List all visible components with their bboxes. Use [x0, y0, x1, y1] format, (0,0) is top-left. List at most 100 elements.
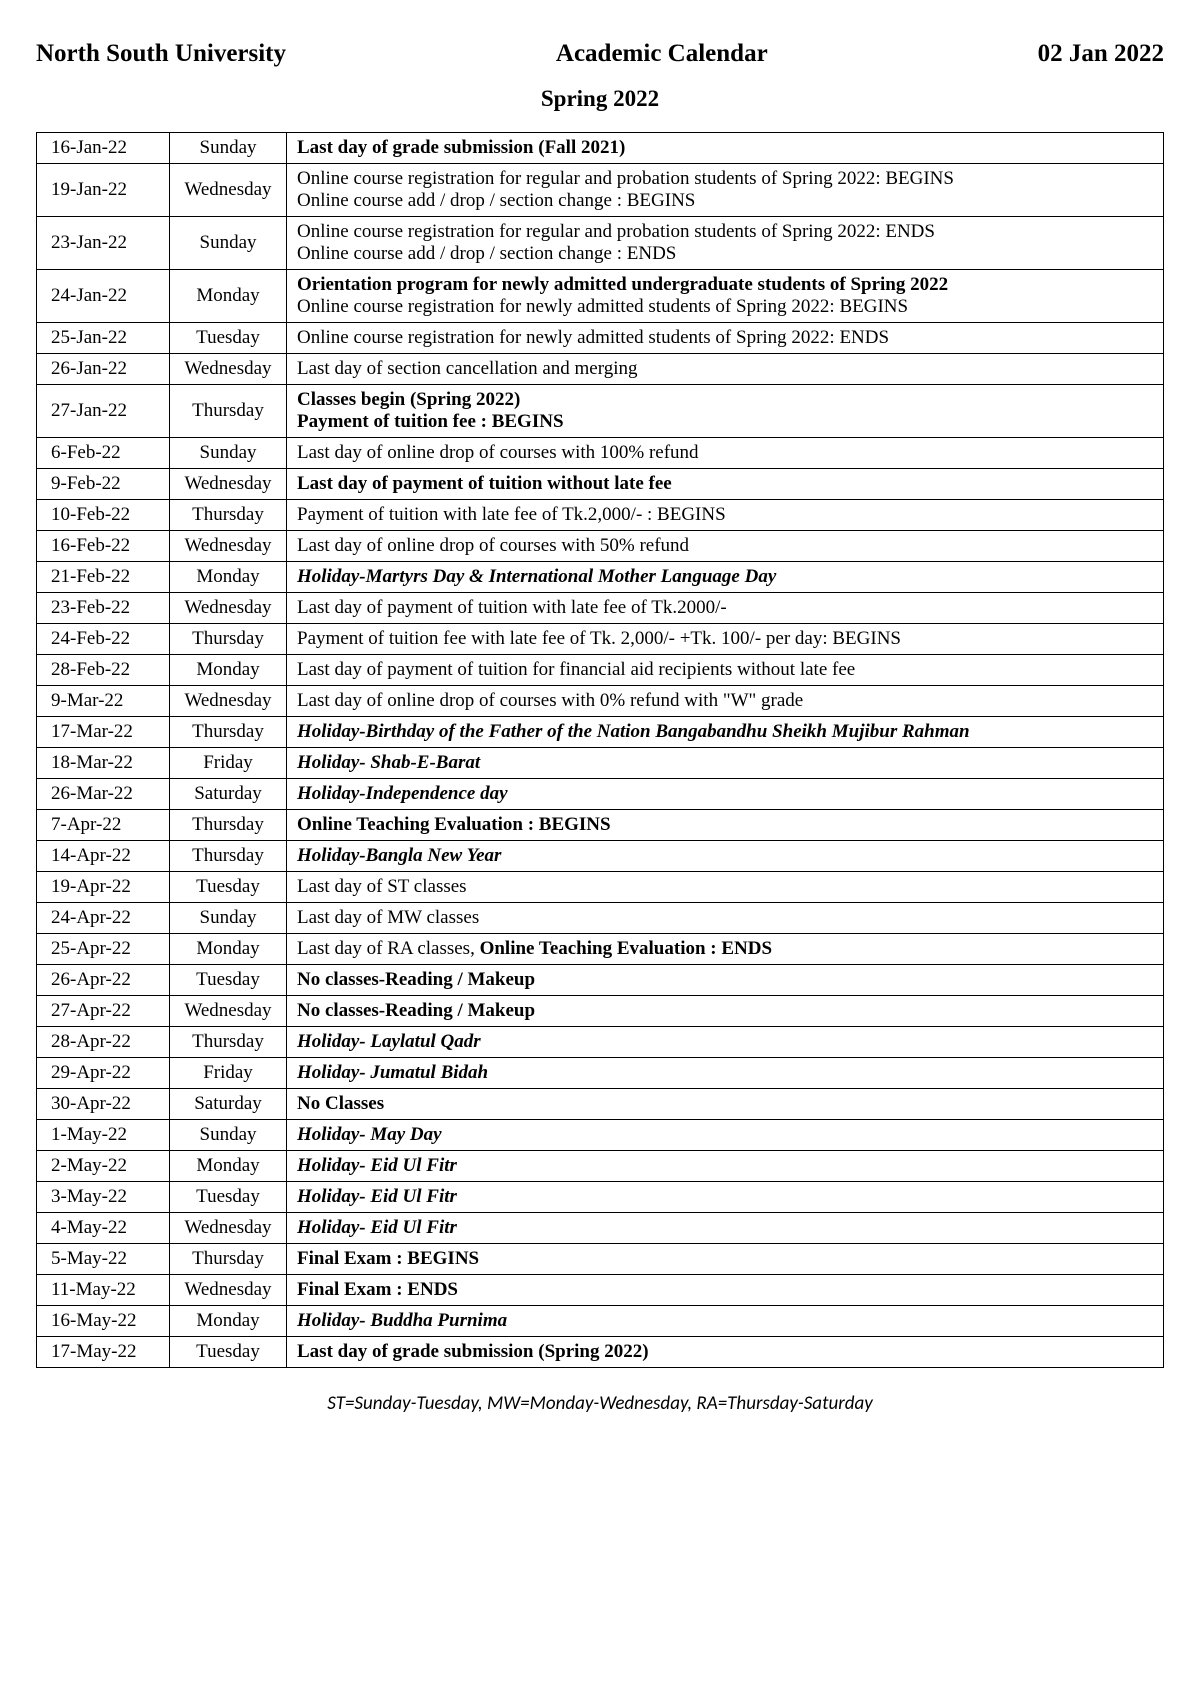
day-cell: Saturday — [170, 1089, 287, 1120]
date-cell: 23-Jan-22 — [37, 217, 170, 270]
description-cell: Last day of payment of tuition without l… — [287, 469, 1164, 500]
description-cell: Last day of MW classes — [287, 903, 1164, 934]
date-cell: 27-Apr-22 — [37, 996, 170, 1027]
description-cell: Holiday- Jumatul Bidah — [287, 1058, 1164, 1089]
description-text: Online course registration for regular a… — [297, 168, 954, 189]
table-row: 18-Mar-22FridayHoliday- Shab-E-Barat — [37, 748, 1164, 779]
date-cell: 19-Jan-22 — [37, 164, 170, 217]
day-cell: Monday — [170, 655, 287, 686]
description-cell: Payment of tuition with late fee of Tk.2… — [287, 500, 1164, 531]
date-cell: 24-Jan-22 — [37, 270, 170, 323]
day-cell: Sunday — [170, 133, 287, 164]
day-cell: Tuesday — [170, 323, 287, 354]
table-row: 11-May-22WednesdayFinal Exam : ENDS — [37, 1275, 1164, 1306]
table-row: 2-May-22MondayHoliday- Eid Ul Fitr — [37, 1151, 1164, 1182]
description-text: Classes begin (Spring 2022) — [297, 389, 520, 410]
description-text: Last day of payment of tuition for finan… — [297, 659, 855, 680]
day-cell: Friday — [170, 748, 287, 779]
description-cell: Holiday-Birthday of the Father of the Na… — [287, 717, 1164, 748]
description-text: Last day of MW classes — [297, 907, 479, 928]
semester-title: Spring 2022 — [36, 86, 1164, 112]
date-cell: 11-May-22 — [37, 1275, 170, 1306]
date-cell: 24-Apr-22 — [37, 903, 170, 934]
day-cell: Wednesday — [170, 164, 287, 217]
day-cell: Wednesday — [170, 996, 287, 1027]
date-cell: 17-May-22 — [37, 1337, 170, 1368]
description-cell: No classes-Reading / Makeup — [287, 965, 1164, 996]
table-row: 19-Jan-22Wednesday Online course registra… — [37, 164, 1164, 217]
description-cell: Online course registration for regular a… — [287, 217, 1164, 270]
table-row: 26-Jan-22Wednesday Last day of section c… — [37, 354, 1164, 385]
day-cell: Monday — [170, 270, 287, 323]
table-row: 24-Jan-22MondayOrientation program for n… — [37, 270, 1164, 323]
date-cell: 4-May-22 — [37, 1213, 170, 1244]
description-text: No Classes — [297, 1093, 384, 1114]
description-text: Holiday- Jumatul Bidah — [297, 1062, 488, 1083]
date-cell: 16-Feb-22 — [37, 531, 170, 562]
description-text: Online course add / drop / section chang… — [297, 190, 695, 211]
description-cell: Last day of RA classes, Online Teaching … — [287, 934, 1164, 965]
date-cell: 3-May-22 — [37, 1182, 170, 1213]
description-cell: Holiday-Martyrs Day & International Moth… — [287, 562, 1164, 593]
day-cell: Wednesday — [170, 469, 287, 500]
day-cell: Wednesday — [170, 1275, 287, 1306]
day-cell: Thursday — [170, 1244, 287, 1275]
description-cell: Holiday- Buddha Purnima — [287, 1306, 1164, 1337]
table-row: 23-Jan-22SundayOnline course registratio… — [37, 217, 1164, 270]
day-cell: Thursday — [170, 500, 287, 531]
description-text: Final Exam : BEGINS — [297, 1248, 479, 1269]
description-cell: Classes begin (Spring 2022)Payment of tu… — [287, 385, 1164, 438]
description-text: Payment of tuition fee : BEGINS — [297, 411, 564, 432]
description-cell: Holiday- Eid Ul Fitr — [287, 1151, 1164, 1182]
date-cell: 9-Feb-22 — [37, 469, 170, 500]
description-text: Holiday-Bangla New Year — [297, 845, 501, 866]
date-cell: 27-Jan-22 — [37, 385, 170, 438]
description-cell: Online course registration for regular a… — [287, 164, 1164, 217]
day-cell: Wednesday — [170, 686, 287, 717]
description-text: Payment of tuition with late fee of Tk.2… — [297, 504, 726, 525]
description-cell: Holiday-Independence day — [287, 779, 1164, 810]
table-row: 23-Feb-22WednesdayLast day of payment of… — [37, 593, 1164, 624]
date-cell: 29-Apr-22 — [37, 1058, 170, 1089]
day-cell: Thursday — [170, 841, 287, 872]
day-cell: Wednesday — [170, 531, 287, 562]
header-title: Academic Calendar — [556, 40, 768, 68]
description-text: Online Teaching Evaluation : BEGINS — [297, 814, 611, 835]
description-cell: Last day of ST classes — [287, 872, 1164, 903]
date-cell: 24-Feb-22 — [37, 624, 170, 655]
description-text: Holiday-Martyrs Day & International Moth… — [297, 566, 776, 587]
page-header: North South University Academic Calendar… — [36, 40, 1164, 68]
description-cell: Final Exam : BEGINS — [287, 1244, 1164, 1275]
description-text: Holiday- Buddha Purnima — [297, 1310, 507, 1331]
date-cell: 18-Mar-22 — [37, 748, 170, 779]
date-cell: 25-Apr-22 — [37, 934, 170, 965]
description-text: Holiday- Laylatul Qadr — [297, 1031, 481, 1052]
day-cell: Tuesday — [170, 965, 287, 996]
day-cell: Wednesday — [170, 354, 287, 385]
description-cell: Holiday-Bangla New Year — [287, 841, 1164, 872]
description-cell: Last day of grade submission (Spring 202… — [287, 1337, 1164, 1368]
table-row: 17-Mar-22ThursdayHoliday-Birthday of the… — [37, 717, 1164, 748]
day-cell: Sunday — [170, 438, 287, 469]
table-row: 27-Jan-22ThursdayClasses begin (Spring 2… — [37, 385, 1164, 438]
table-row: 6-Feb-22SundayLast day of online drop of… — [37, 438, 1164, 469]
day-cell: Thursday — [170, 624, 287, 655]
table-row: 5-May-22ThursdayFinal Exam : BEGINS — [37, 1244, 1164, 1275]
table-row: 3-May-22TuesdayHoliday- Eid Ul Fitr — [37, 1182, 1164, 1213]
day-cell: Thursday — [170, 385, 287, 438]
date-cell: 28-Apr-22 — [37, 1027, 170, 1058]
date-cell: 28-Feb-22 — [37, 655, 170, 686]
description-cell: Holiday- Eid Ul Fitr — [287, 1213, 1164, 1244]
date-cell: 2-May-22 — [37, 1151, 170, 1182]
legend-text: ST=Sunday-Tuesday, MW=Monday-Wednesday, … — [36, 1392, 1164, 1415]
description-text: Holiday- May Day — [297, 1124, 442, 1145]
description-cell: No Classes — [287, 1089, 1164, 1120]
description-cell: Holiday- Shab-E-Barat — [287, 748, 1164, 779]
day-cell: Thursday — [170, 810, 287, 841]
date-cell: 16-May-22 — [37, 1306, 170, 1337]
date-cell: 25-Jan-22 — [37, 323, 170, 354]
date-cell: 7-Apr-22 — [37, 810, 170, 841]
day-cell: Wednesday — [170, 593, 287, 624]
description-text: Last day of payment of tuition with late… — [297, 597, 727, 618]
table-row: 21-Feb-22MondayHoliday-Martyrs Day & Int… — [37, 562, 1164, 593]
